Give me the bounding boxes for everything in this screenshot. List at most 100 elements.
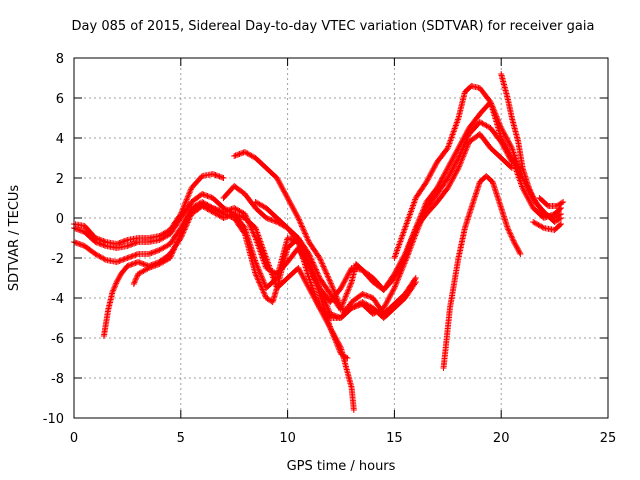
data-point (456, 152, 463, 159)
data-point (186, 189, 193, 196)
data-point (297, 219, 304, 226)
data-point (384, 298, 391, 305)
data-point (445, 173, 452, 180)
data-point (449, 175, 456, 182)
data-point (418, 218, 425, 224)
data-point (241, 211, 248, 217)
data-point (277, 181, 284, 188)
data-point (495, 117, 502, 124)
data-point (258, 283, 265, 290)
data-point (462, 139, 469, 146)
data-point (254, 275, 261, 282)
data-point (170, 246, 177, 253)
data-point (342, 293, 349, 300)
data-point (322, 298, 328, 304)
data-point (297, 269, 304, 275)
data-point (184, 195, 191, 202)
data-point (346, 283, 353, 290)
data-point (341, 278, 348, 285)
data-point (510, 237, 517, 244)
data-point (449, 165, 456, 172)
data-point (461, 142, 468, 149)
data-point (446, 162, 453, 169)
data-point (539, 224, 546, 231)
data-point (175, 236, 182, 243)
data-point (492, 112, 499, 118)
data-point (250, 230, 257, 237)
data-point (491, 107, 498, 114)
data-point (167, 253, 174, 260)
data-point (296, 240, 302, 247)
data-point (310, 270, 317, 277)
data-point (400, 263, 407, 270)
data-point (317, 257, 324, 264)
data-point (529, 192, 536, 198)
data-point (172, 243, 179, 250)
data-point (316, 285, 323, 291)
data-point (296, 266, 302, 273)
data-point (420, 212, 427, 219)
data-point (501, 131, 508, 138)
data-point (333, 340, 340, 347)
data-point (343, 292, 350, 298)
data-point (421, 209, 428, 216)
data-point (262, 292, 268, 299)
data-point (295, 239, 302, 245)
data-point (308, 264, 315, 271)
data-point (306, 259, 312, 265)
data-point (101, 256, 108, 263)
series-track-10 (498, 71, 564, 225)
data-point (296, 217, 303, 224)
data-point (319, 290, 325, 297)
data-point (499, 127, 506, 134)
data-point (522, 190, 529, 197)
data-point (508, 157, 515, 164)
data-point (302, 230, 309, 237)
data-point (301, 251, 308, 257)
y-tick-label: 4 (56, 132, 64, 147)
data-point (388, 290, 395, 297)
y-tick-label: -8 (51, 372, 64, 387)
data-point (556, 222, 563, 228)
data-point (503, 149, 510, 156)
data-point (442, 169, 449, 175)
data-point (299, 224, 306, 231)
y-tick-label: -4 (51, 292, 64, 307)
data-point (257, 280, 263, 287)
data-point (442, 170, 448, 177)
data-point (294, 213, 301, 220)
data-point (526, 186, 533, 193)
data-point (506, 229, 513, 236)
data-point (130, 281, 137, 287)
data-point (220, 175, 227, 181)
data-point (177, 231, 184, 237)
data-point (251, 232, 258, 239)
data-point (176, 233, 183, 240)
data-point (303, 253, 310, 260)
data-point (253, 273, 260, 280)
data-point (505, 226, 512, 233)
data-point (323, 270, 330, 277)
data-point (320, 293, 327, 300)
data-point (338, 283, 345, 290)
data-point (167, 255, 174, 261)
data-point (316, 255, 323, 261)
data-point (317, 287, 324, 294)
data-point (288, 201, 295, 208)
data-point (396, 272, 403, 278)
series-track-13 (536, 195, 567, 209)
data-point (449, 167, 456, 173)
data-point (448, 168, 455, 175)
data-point (300, 274, 307, 281)
data-point (454, 156, 461, 163)
data-point (301, 249, 307, 256)
data-point (432, 163, 438, 169)
data-point (255, 278, 262, 285)
data-point (488, 101, 495, 108)
data-point (446, 172, 453, 179)
data-point (245, 219, 252, 226)
data-point (528, 202, 535, 209)
data-point (295, 216, 302, 223)
data-point (432, 161, 439, 168)
x-tick-label: 25 (600, 431, 617, 446)
